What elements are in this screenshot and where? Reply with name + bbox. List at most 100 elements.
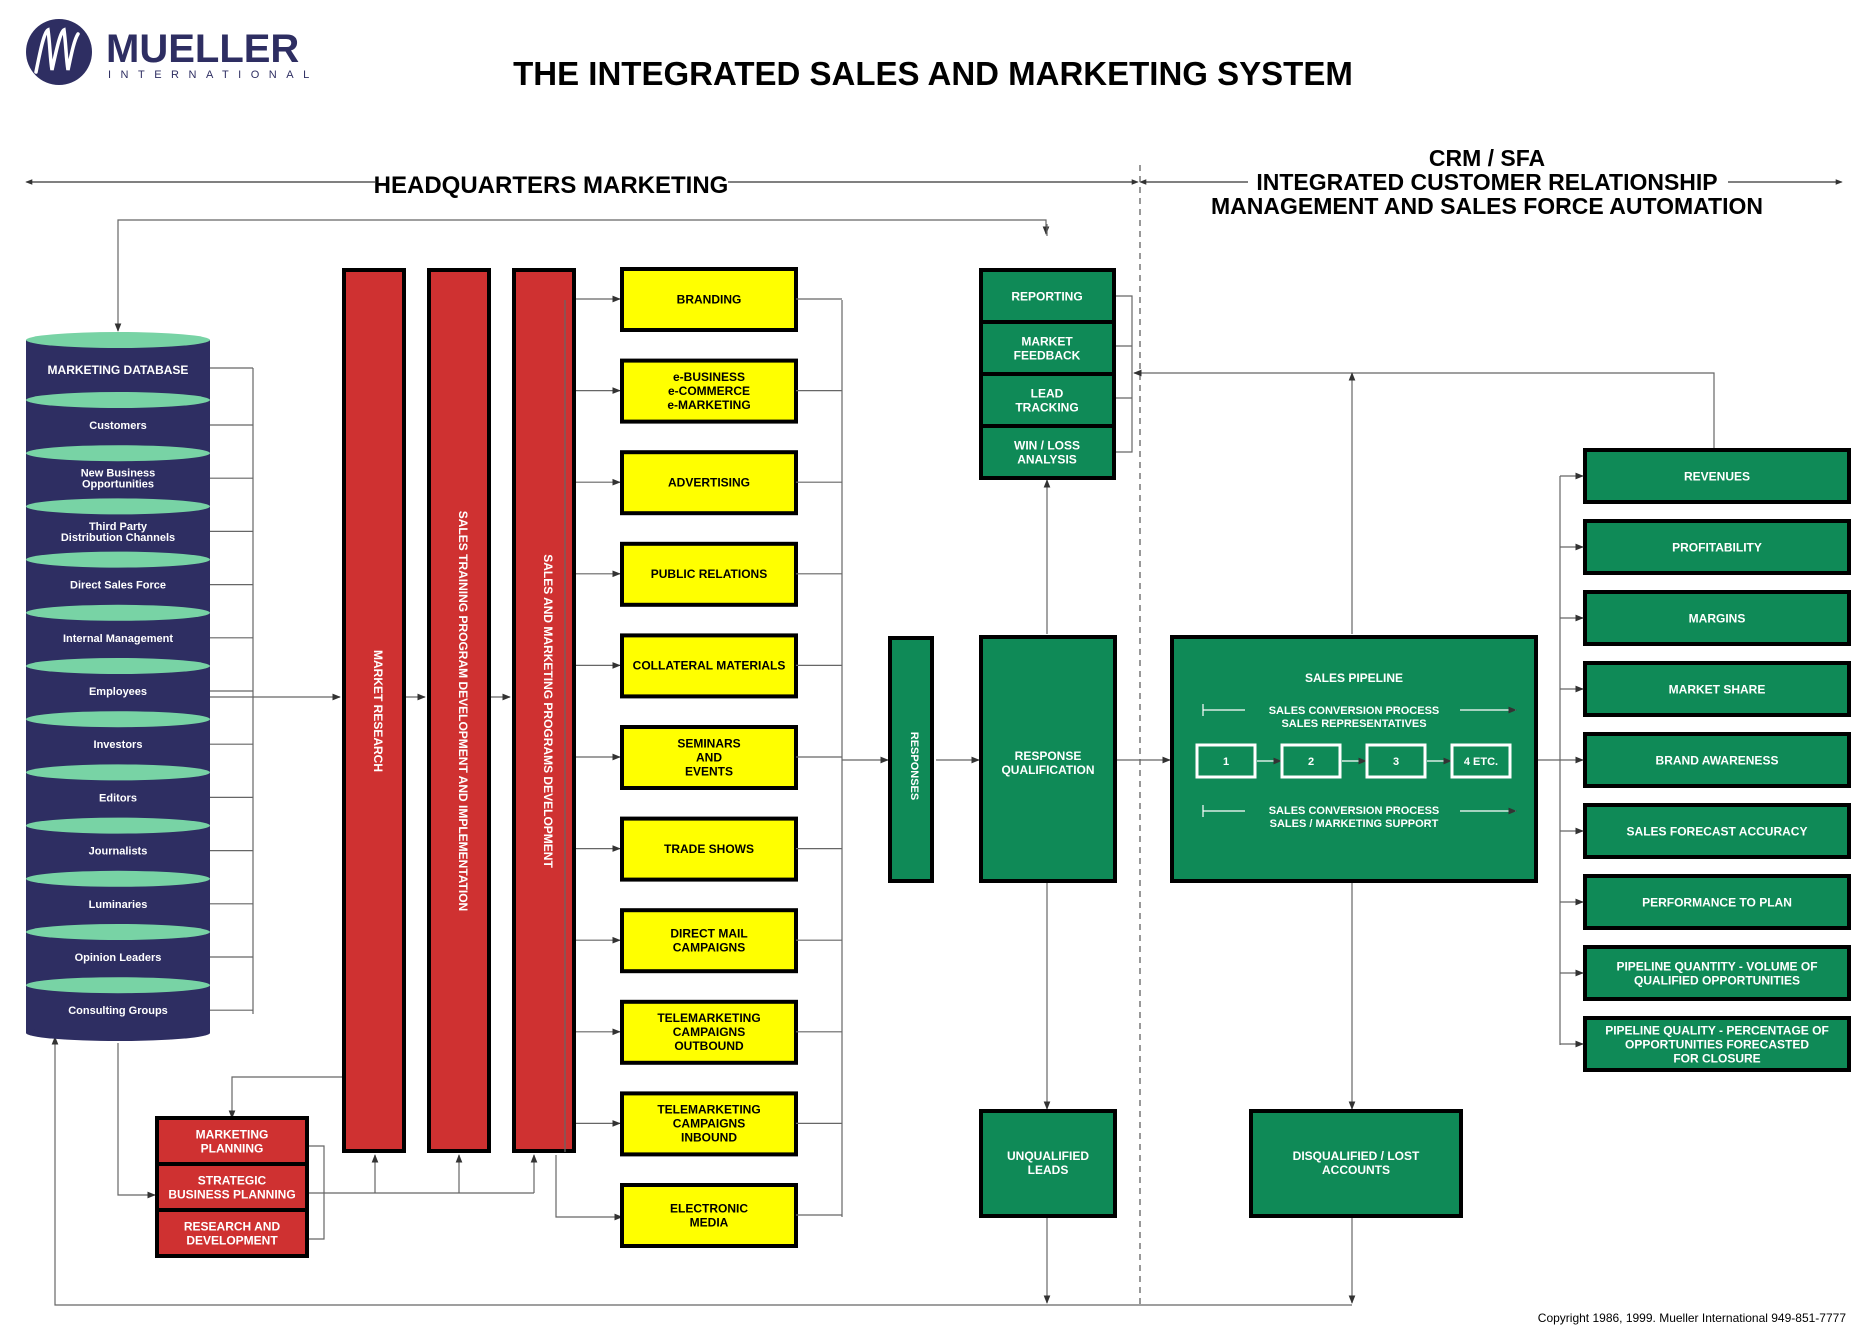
- program-box-5: [620, 633, 798, 699]
- pipeline-bottom-label-line1: SALES CONVERSION PROCESS: [1269, 805, 1440, 817]
- program-9-line3: OUTBOUND: [674, 1039, 744, 1053]
- top-feedback-wire: [114, 219, 1050, 332]
- disqualified-accounts-box: [1249, 1109, 1463, 1218]
- planning-box-2: [155, 1162, 309, 1212]
- program-box-6: [620, 725, 798, 790]
- planning-box-1: [155, 1116, 309, 1166]
- reporting-1-line1: REPORTING: [1011, 289, 1082, 303]
- program-6-line3: EVENTS: [685, 764, 733, 778]
- pipeline-top-label-bg: [1245, 700, 1460, 728]
- reporting-bracket: [1114, 295, 1133, 453]
- metric-9-line1: PIPELINE QUALITY - PERCENTAGE OF: [1605, 1023, 1829, 1037]
- database-item-4-line1: Direct Sales Force: [70, 580, 166, 592]
- pipeline-top-label-line2: SALES REPRESENTATIVES: [1281, 718, 1426, 730]
- program-6-line2: AND: [696, 750, 722, 764]
- copyright-text: Copyright 1986, 1999. Mueller Internatio…: [1538, 1311, 1847, 1325]
- planning-3-line2: DEVELOPMENT: [186, 1233, 278, 1247]
- metric-box-1: [1583, 448, 1851, 504]
- database-item-8-line1: Editors: [99, 792, 137, 804]
- program-11-line1: ELECTRONIC: [670, 1201, 748, 1215]
- database-item-11-line1: Opinion Leaders: [75, 952, 162, 964]
- metrics-to-reporting-wire: [1133, 369, 1715, 448]
- reporting-4-line2: ANALYSIS: [1017, 452, 1077, 466]
- planning-1-line1: MARKETING: [196, 1127, 269, 1141]
- program-box-10: [620, 1091, 798, 1157]
- database-item-12-line1: Consulting Groups: [68, 1005, 168, 1017]
- metric-4-line1: MARKET SHARE: [1669, 682, 1766, 696]
- program-2-line3: e-MARKETING: [667, 398, 750, 412]
- logo-circle-icon: [26, 19, 92, 85]
- metric-7-line1: PERFORMANCE TO PLAN: [1642, 895, 1792, 909]
- pipeline-step-label-1: 1: [1223, 756, 1229, 768]
- crm-header-line2: INTEGRATED CUSTOMER RELATIONSHIP: [1256, 169, 1717, 195]
- pipeline-top-label-line1: SALES CONVERSION PROCESS: [1269, 705, 1440, 717]
- program-5-line1: COLLATERAL MATERIALS: [633, 659, 786, 673]
- database-band-icon: [26, 924, 210, 940]
- logo-wave-icon: [34, 27, 80, 74]
- market-research-column: [342, 268, 406, 1153]
- pipeline-bottom-label-bg: [1245, 800, 1460, 828]
- database-band-icon: [26, 870, 210, 887]
- metric-2-line1: PROFITABILITY: [1672, 540, 1762, 554]
- planning-box-3: [155, 1208, 309, 1258]
- hq-header: HEADQUARTERS MARKETING: [374, 172, 729, 199]
- reporting-2-line1: MARKET: [1021, 334, 1073, 348]
- metric-box-9: [1583, 1016, 1851, 1072]
- research-to-planning-wire: [228, 1076, 344, 1119]
- pipeline-steps: 1 2 3 4 ETC.: [1195, 743, 1512, 779]
- reporting-box-1: [979, 268, 1116, 324]
- database-band-icon: [26, 977, 210, 994]
- responses-box: RESPONSES: [888, 636, 934, 883]
- mueller-logo: MUELLER INTERNATIONAL: [26, 19, 309, 85]
- process-columns: MARKET RESEARCH SALES TRAINING PROGRAM D…: [342, 268, 576, 1153]
- database-item-5-line1: Internal Management: [63, 633, 173, 645]
- pipeline-step-2: [1280, 743, 1342, 779]
- database-band-icon: [26, 604, 210, 621]
- database-item-10-line1: Luminaries: [89, 899, 148, 911]
- program-6-line1: SEMINARS: [677, 736, 740, 750]
- diagram-title: THE INTEGRATED SALES AND MARKETING SYSTE…: [513, 55, 1353, 92]
- metric-box-6: [1583, 803, 1851, 859]
- program-box-8: [620, 908, 798, 974]
- db-to-planning-wire: [117, 1043, 156, 1199]
- database-band-icon: [26, 817, 210, 834]
- metric-8-line2: QUALIFIED OPPORTUNITIES: [1634, 973, 1800, 987]
- programs-to-media-wire: [555, 1155, 623, 1221]
- program-box-3: [620, 450, 798, 516]
- database-band-icon: [26, 392, 210, 408]
- database-item-9-line1: Journalists: [89, 846, 148, 858]
- reporting-2-line2: FEEDBACK: [1014, 348, 1081, 362]
- unqualified-leads-box: [979, 1109, 1117, 1218]
- database-item-3-line2: Distribution Channels: [61, 532, 175, 544]
- metric-5-line1: BRAND AWARENESS: [1656, 753, 1779, 767]
- reporting-box-2: [979, 320, 1116, 376]
- metric-box-3: [1583, 590, 1851, 646]
- pipeline-step-label-4: 4 ETC.: [1464, 756, 1498, 768]
- metric-1-line1: REVENUES: [1684, 469, 1750, 483]
- program-box-1: [620, 267, 798, 332]
- database-item-2-line2: Opportunities: [82, 479, 154, 491]
- metric-3-line1: MARGINS: [1689, 611, 1746, 625]
- database-title: MARKETING DATABASE: [48, 363, 189, 377]
- reporting-4-line1: WIN / LOSS: [1014, 438, 1080, 452]
- program-2-line1: e-BUSINESS: [673, 370, 745, 384]
- training-label: SALES TRAINING PROGRAM DEVELOPMENT AND I…: [456, 511, 470, 911]
- qualification-line1: RESPONSE: [1015, 749, 1082, 763]
- program-10-line1: TELEMARKETING: [657, 1103, 760, 1117]
- pipeline-step-3: [1365, 743, 1427, 779]
- responses-column: [888, 636, 934, 883]
- program-10-line2: CAMPAIGNS: [673, 1117, 745, 1131]
- program-3-line1: ADVERTISING: [668, 476, 750, 490]
- pipeline-step-4: [1450, 743, 1512, 779]
- database-band-icon: [26, 711, 210, 728]
- program-9-line2: CAMPAIGNS: [673, 1025, 745, 1039]
- program-8-line1: DIRECT MAIL: [670, 927, 747, 941]
- database-item-1-line1: Customers: [89, 420, 146, 432]
- program-10-line3: INBOUND: [681, 1131, 737, 1145]
- database-bracket: [210, 367, 254, 1014]
- metric-box-5: [1583, 732, 1851, 788]
- metric-9-line2: OPPORTUNITIES FORECASTED: [1625, 1037, 1809, 1051]
- program-2-line2: e-COMMERCE: [668, 384, 750, 398]
